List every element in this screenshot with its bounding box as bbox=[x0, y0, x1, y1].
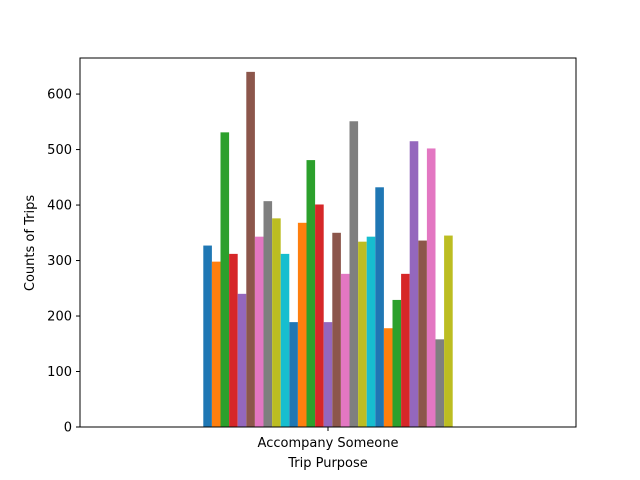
bar-14 bbox=[315, 204, 324, 427]
bar-11 bbox=[289, 322, 298, 427]
bar-23 bbox=[392, 299, 402, 427]
bar-5 bbox=[237, 293, 247, 427]
x-tick-label: Accompany Someone bbox=[258, 436, 399, 451]
bar-21 bbox=[375, 187, 384, 427]
bar-20 bbox=[366, 236, 376, 427]
y-tick-label: 600 bbox=[47, 88, 72, 103]
bar-3 bbox=[220, 132, 230, 427]
y-tick-label: 400 bbox=[47, 199, 72, 214]
bar-1 bbox=[203, 245, 212, 427]
x-axis-ticks: Accompany Someone bbox=[258, 427, 399, 451]
bar-4 bbox=[229, 253, 238, 427]
bar-19 bbox=[358, 241, 367, 427]
bar-15 bbox=[323, 322, 333, 427]
bar-9 bbox=[272, 218, 281, 427]
axes-frame bbox=[79, 57, 577, 428]
bar-group bbox=[203, 71, 453, 428]
bar-17 bbox=[340, 273, 350, 427]
y-axis-ticks: 0 100 200 300 400 500 600 bbox=[47, 88, 80, 436]
y-tick-label: 500 bbox=[47, 143, 72, 158]
bar-7 bbox=[254, 236, 264, 427]
bar-28 bbox=[435, 339, 445, 427]
y-tick-label: 0 bbox=[64, 421, 72, 436]
bar-29 bbox=[444, 235, 453, 427]
bar-22 bbox=[383, 328, 393, 427]
bar-10 bbox=[280, 253, 290, 427]
bar-2 bbox=[211, 261, 221, 427]
bar-8 bbox=[263, 201, 273, 427]
bar-16 bbox=[332, 232, 341, 427]
bar-25 bbox=[409, 141, 419, 428]
y-tick-label: 300 bbox=[47, 254, 72, 269]
bar-27 bbox=[426, 148, 436, 427]
bar-13 bbox=[306, 160, 316, 427]
y-tick-label: 200 bbox=[47, 310, 72, 325]
bar-26 bbox=[418, 240, 427, 427]
bar-12 bbox=[297, 222, 307, 427]
bar-6 bbox=[246, 71, 255, 428]
y-axis-label: Counts of Trips bbox=[23, 195, 38, 291]
x-axis-label: Trip Purpose bbox=[287, 456, 368, 471]
y-tick-label: 100 bbox=[47, 365, 72, 380]
bar-18 bbox=[349, 121, 359, 427]
bar-24 bbox=[401, 273, 410, 427]
